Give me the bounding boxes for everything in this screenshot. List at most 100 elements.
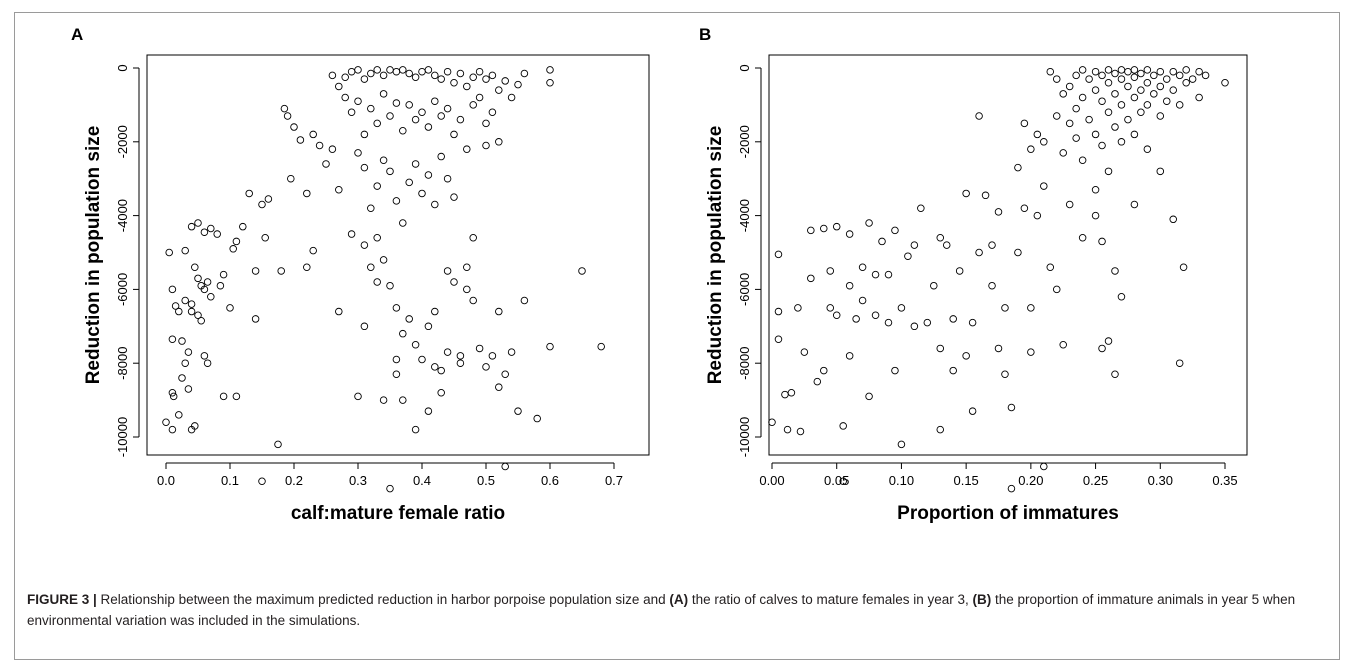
data-point — [1091, 186, 1100, 194]
y-tick-label: -8000 — [115, 347, 130, 380]
data-point — [373, 66, 381, 74]
data-point — [1175, 71, 1184, 80]
data-point — [962, 189, 970, 198]
data-point — [165, 248, 173, 257]
data-point — [386, 112, 394, 120]
data-point — [871, 311, 880, 319]
data-point — [968, 318, 977, 327]
data-point — [482, 363, 490, 371]
data-point — [1014, 248, 1022, 257]
data-point — [274, 440, 282, 449]
data-point — [910, 241, 919, 249]
data-point — [514, 80, 522, 89]
data-point — [232, 237, 241, 246]
data-point — [1104, 79, 1113, 87]
data-point — [1117, 293, 1126, 301]
data-point — [904, 252, 912, 260]
data-point — [820, 366, 828, 375]
data-point — [1150, 71, 1158, 80]
data-point — [884, 270, 893, 279]
data-point — [1059, 341, 1067, 349]
plot-frame — [768, 54, 1248, 456]
data-point — [1175, 101, 1184, 109]
data-point — [930, 281, 938, 290]
data-point — [392, 304, 401, 312]
data-point — [1091, 130, 1100, 139]
data-point — [1040, 182, 1048, 190]
data-point — [360, 322, 369, 331]
data-point — [1098, 237, 1106, 246]
data-point — [1182, 79, 1190, 87]
data-point — [1179, 263, 1188, 272]
x-tick-label: 0.1 — [221, 473, 239, 488]
x-tick-label: 0.4 — [413, 473, 431, 488]
data-point — [1117, 66, 1126, 74]
data-point — [962, 352, 970, 360]
data-point — [424, 123, 433, 131]
data-point — [309, 130, 317, 139]
data-point — [175, 411, 183, 419]
data-point — [1098, 141, 1106, 150]
data-point — [1130, 130, 1139, 139]
data-point — [200, 285, 209, 294]
data-point — [232, 392, 241, 401]
data-point — [1104, 66, 1113, 74]
data-point — [335, 186, 343, 194]
data-point — [1085, 75, 1093, 83]
data-point — [936, 425, 945, 434]
data-point — [488, 71, 497, 80]
data-point — [207, 293, 215, 301]
data-point — [495, 307, 503, 316]
data-point — [533, 414, 541, 423]
data-point — [175, 307, 183, 316]
data-point — [469, 233, 477, 242]
data-point — [399, 329, 407, 338]
data-point — [1085, 115, 1093, 124]
data-point — [1040, 462, 1048, 471]
x-tick-label: 0.00 — [759, 473, 784, 488]
data-point — [1046, 67, 1055, 76]
data-point — [187, 300, 196, 308]
caption-part: the proportion of immature animals in ye… — [27, 592, 1296, 628]
data-point — [495, 138, 503, 146]
data-point — [367, 69, 375, 78]
data-point — [424, 407, 433, 415]
data-point — [411, 73, 420, 81]
x-tick-label: 0.7 — [605, 473, 623, 488]
data-point — [1163, 75, 1171, 83]
x-axis-title: calf:mature female ratio — [291, 503, 505, 524]
data-point — [1143, 79, 1152, 87]
data-point — [411, 160, 420, 168]
data-point — [546, 66, 554, 74]
data-point — [1033, 211, 1042, 220]
y-tick-label: -2000 — [737, 125, 752, 158]
data-point — [264, 195, 273, 203]
data-point — [936, 233, 945, 242]
x-tick-label: 0.35 — [1212, 473, 1237, 488]
data-point — [1169, 215, 1177, 224]
x-tick-label: 0.5 — [477, 473, 495, 488]
data-point — [335, 307, 343, 316]
data-point — [923, 318, 932, 327]
data-point — [891, 366, 899, 375]
data-point — [1175, 359, 1184, 367]
data-point — [1156, 82, 1165, 91]
caption-part: (A) — [669, 592, 689, 607]
data-point — [520, 69, 529, 78]
x-tick-label: 0.25 — [1083, 473, 1108, 488]
data-point — [437, 75, 445, 83]
data-point — [1117, 138, 1126, 146]
data-point — [424, 66, 433, 74]
data-point — [1195, 67, 1203, 76]
data-point — [774, 307, 783, 316]
data-point — [386, 484, 394, 493]
x-tick-label: 0.6 — [541, 473, 559, 488]
data-point — [1111, 90, 1119, 98]
data-point — [392, 355, 401, 364]
data-point — [988, 281, 996, 290]
x-tick-label: 0.30 — [1148, 473, 1173, 488]
data-point — [955, 267, 964, 275]
data-point — [1065, 200, 1074, 209]
data-point — [367, 104, 375, 113]
data-point — [546, 79, 554, 87]
